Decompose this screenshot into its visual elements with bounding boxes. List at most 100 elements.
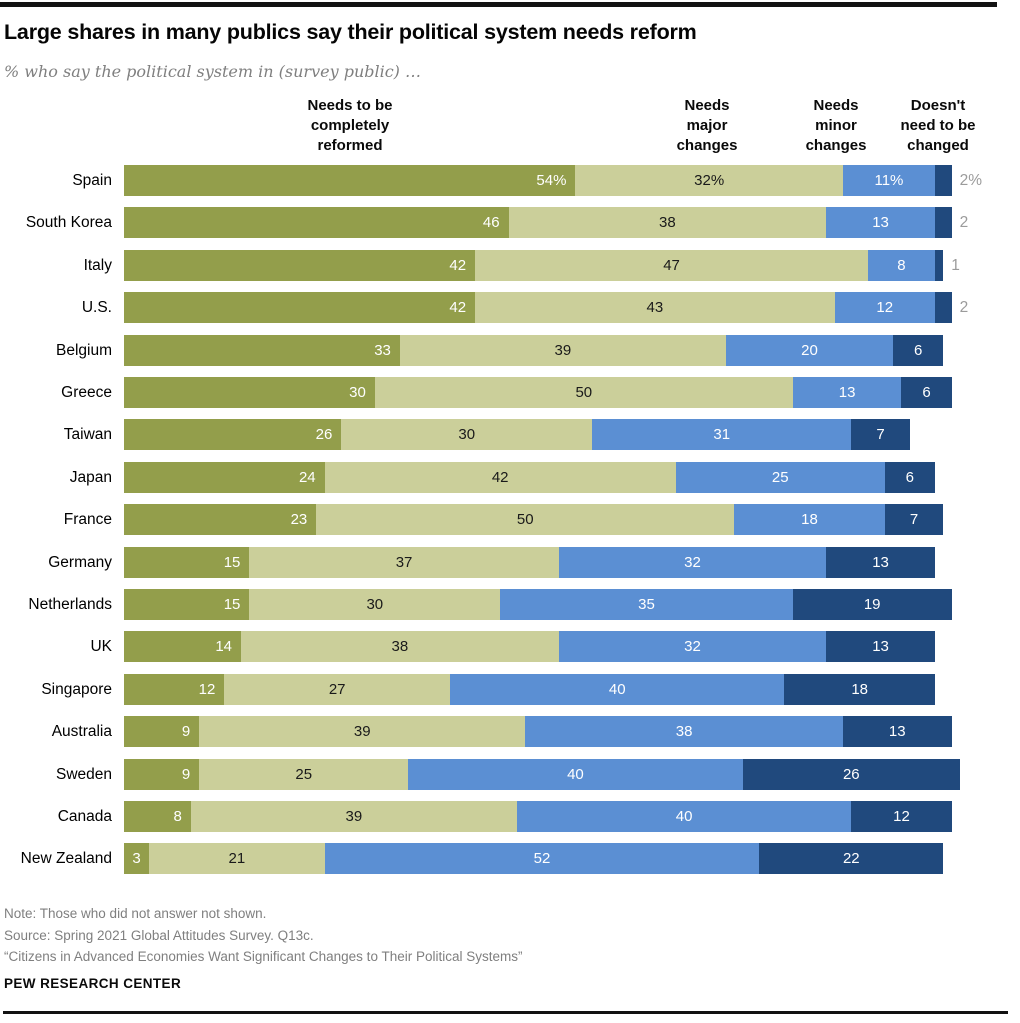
segment-value-label: 23 <box>290 511 308 528</box>
bar-row: 14 38 32 13 <box>124 631 935 662</box>
segment-value-label: 7 <box>909 511 919 528</box>
bar-segment-major-changes: 38 <box>241 631 559 662</box>
country-label: Australia <box>51 723 112 740</box>
segment-value-label: 26 <box>842 766 860 783</box>
bottom-rule <box>3 1011 1008 1014</box>
segment-value-label: 50 <box>516 511 534 528</box>
bar-segment-major-changes: 37 <box>249 547 559 578</box>
country-label: U.S. <box>81 299 112 316</box>
top-rule <box>0 2 997 7</box>
bar-segment-minor-changes: 12 <box>834 292 935 323</box>
segment-value-label: 39 <box>345 808 363 825</box>
footer-notes: Note: Those who did not answer not shown… <box>4 903 522 968</box>
bar-row: 30 50 13 6 <box>124 377 952 408</box>
bar-row: 9 25 40 26 <box>124 759 960 790</box>
bar-segment-minor-changes: 8 <box>868 250 935 281</box>
bar-segment-completely-reformed: 23 <box>124 504 317 535</box>
bar-segment-completely-reformed: 9 <box>124 759 200 790</box>
bar-segment-completely-reformed: 8 <box>124 801 191 832</box>
bar-row: 54% 32% 11% <box>124 165 952 196</box>
segment-value-label: 52 <box>533 850 551 867</box>
segment-value-label: 13 <box>872 554 889 571</box>
segment-value-label: 25 <box>771 469 789 486</box>
bar-segment-completely-reformed: 30 <box>124 377 375 408</box>
country-label: Belgium <box>56 342 112 359</box>
segment-value-label: 18 <box>851 681 868 698</box>
segment-value-label: 14 <box>215 638 233 655</box>
bar-segment-minor-changes: 20 <box>725 335 894 366</box>
bar-segment-minor-changes: 38 <box>525 716 843 747</box>
bar-row: 9 39 38 13 <box>124 716 952 747</box>
outside-value-label: 2 <box>959 214 969 231</box>
column-header-minor-changes: Needs minor changes <box>805 97 867 154</box>
country-label: Netherlands <box>28 596 112 613</box>
segment-value-label: 30 <box>366 596 384 613</box>
segment-value-label: 33 <box>374 342 391 359</box>
bar-segment-completely-reformed: 26 <box>124 419 342 450</box>
bar-segment-major-changes: 50 <box>316 504 735 535</box>
segment-value-label: 37 <box>395 554 413 571</box>
note-line: Note: Those who did not answer not shown… <box>4 906 267 921</box>
bar-row: 15 30 35 19 <box>124 589 952 620</box>
segment-value-label: 26 <box>315 426 333 443</box>
segment-value-label: 8 <box>173 808 182 825</box>
bar-segment-completely-reformed: 54% <box>124 165 576 196</box>
bar-segment-minor-changes: 40 <box>450 674 785 705</box>
segment-value-label: 27 <box>328 681 346 698</box>
source-line: Source: Spring 2021 Global Attitudes Sur… <box>4 927 314 943</box>
bar-segment-minor-changes: 31 <box>592 419 852 450</box>
bar-segment-not-changed <box>934 250 944 281</box>
segment-value-label: 12 <box>893 808 910 825</box>
bar-segment-not-changed: 13 <box>826 631 935 662</box>
country-label: France <box>63 511 112 528</box>
segment-value-label: 31 <box>713 426 731 443</box>
segment-value-label: 46 <box>482 214 500 231</box>
bar-row: 3 21 52 22 <box>124 843 944 874</box>
bar-segment-not-changed: 22 <box>759 843 944 874</box>
bar-segment-completely-reformed: 24 <box>124 462 325 493</box>
bar-segment-major-changes: 32% <box>575 165 843 196</box>
outside-value-label: 1 <box>951 257 960 274</box>
country-label: Japan <box>69 469 112 486</box>
bar-segment-minor-changes: 18 <box>734 504 885 535</box>
country-label: Greece <box>61 384 112 401</box>
bar-segment-minor-changes: 32 <box>558 547 827 578</box>
country-label: UK <box>90 638 112 655</box>
bar-segment-not-changed: 26 <box>742 759 960 790</box>
segment-value-label: 38 <box>391 638 409 655</box>
segment-value-label: 13 <box>838 384 856 401</box>
bar-segment-not-changed: 7 <box>884 504 944 535</box>
segment-value-label: 50 <box>575 384 593 401</box>
segment-value-label: 13 <box>888 723 906 740</box>
bar-segment-completely-reformed: 42 <box>124 292 476 323</box>
bar-segment-not-changed: 6 <box>884 462 935 493</box>
bar-segment-not-changed <box>934 292 952 323</box>
bar-segment-not-changed: 18 <box>784 674 935 705</box>
segment-value-label: 42 <box>449 257 467 274</box>
bar-segment-minor-changes: 35 <box>500 589 793 620</box>
bar-segment-completely-reformed: 12 <box>124 674 225 705</box>
segment-value-label: 25 <box>295 766 313 783</box>
bar-segment-major-changes: 43 <box>475 292 835 323</box>
bar-segment-minor-changes: 11% <box>842 165 935 196</box>
bar-segment-major-changes: 30 <box>249 589 501 620</box>
country-label: Sweden <box>55 766 112 783</box>
bar-segment-completely-reformed: 15 <box>124 547 250 578</box>
bar-segment-major-changes: 25 <box>199 759 409 790</box>
segment-value-label: 9 <box>181 766 191 783</box>
bar-row: 42 43 12 <box>124 292 952 323</box>
country-label: Italy <box>83 257 112 274</box>
bar-segment-completely-reformed: 9 <box>124 716 200 747</box>
bar-segment-not-changed <box>934 207 952 238</box>
segment-value-label: 7 <box>876 426 885 443</box>
bar-segment-major-changes: 47 <box>475 250 869 281</box>
bar-segment-completely-reformed: 3 <box>124 843 150 874</box>
column-header-completely-reformed: Needs to be completely reformed <box>307 97 393 154</box>
segment-value-label: 39 <box>554 342 572 359</box>
segment-value-label: 30 <box>458 426 476 443</box>
bar-segment-minor-changes: 40 <box>408 759 743 790</box>
country-label: Singapore <box>41 681 112 698</box>
segment-value-label: 39 <box>353 723 371 740</box>
bar-segment-major-changes: 42 <box>324 462 676 493</box>
